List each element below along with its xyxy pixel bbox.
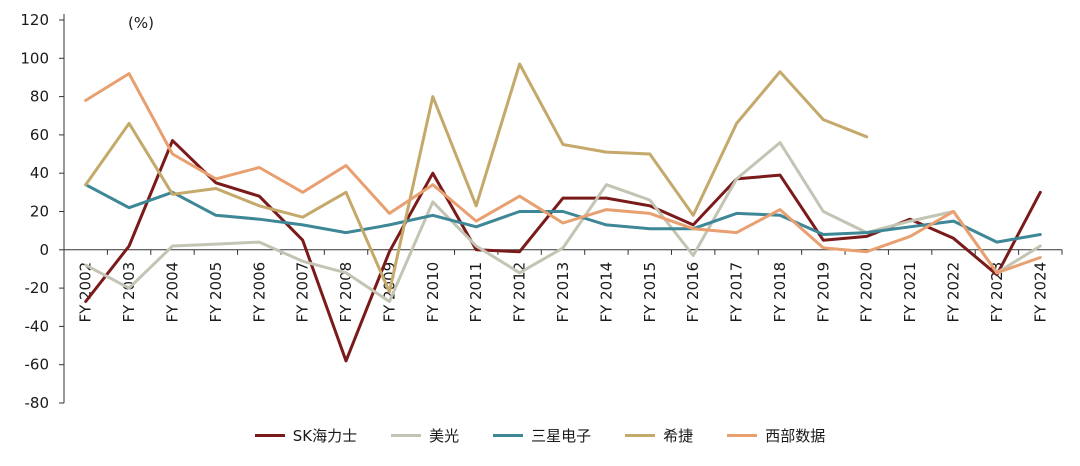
x-tick-label: FY 2003 (120, 262, 138, 323)
legend-label: 美光 (429, 427, 460, 445)
x-tick-label: FY 2022 (945, 262, 963, 323)
y-tick-label: 80 (30, 88, 49, 106)
legend-swatch (625, 434, 656, 437)
y-tick-label: 40 (30, 164, 49, 182)
series-line-2 (84, 183, 1042, 244)
legend-label: SK海力士 (292, 427, 358, 445)
x-tick-label: FY 2017 (728, 262, 746, 323)
x-tick-label: FY 2013 (554, 262, 572, 323)
x-tick-label: FY 2006 (250, 262, 268, 323)
x-tick-label: FY 2015 (641, 262, 659, 323)
legend-swatch (493, 434, 524, 437)
y-axis: -80 -60 -40 -20 0 20 40 60 80 100 120 (20, 11, 65, 412)
series-line-3 (84, 62, 869, 294)
series-line-1 (84, 141, 1042, 303)
y-tick-label: 100 (20, 49, 49, 67)
x-tick-label: FY 2002 (77, 262, 95, 323)
series-line-4 (84, 72, 1042, 275)
x-tick-label: FY 2014 (597, 262, 615, 323)
x-tick-label: FY 2019 (814, 262, 832, 323)
y-tick-label: -20 (25, 279, 50, 297)
legend-swatch (727, 434, 758, 437)
x-tick-label: FY 2007 (294, 262, 312, 323)
x-tick-label: FY 2018 (771, 262, 789, 323)
x-tick-label: FY 2023 (988, 262, 1006, 323)
x-axis: FY 2002 FY 2003 FY 2004 FY 2005 FY 2006 FY 20… (63, 249, 1063, 323)
legend-label: 西部数据 (765, 427, 826, 445)
y-tick-label: -60 (25, 356, 50, 374)
legend-item-1: 美光 (391, 425, 459, 446)
x-tick-label: FY 2004 (163, 262, 181, 323)
y-tick-label: -80 (25, 394, 50, 412)
unit-label: (%) (128, 14, 154, 32)
x-tick-label: FY 2011 (467, 262, 485, 323)
legend-item-3: 希捷 (625, 425, 693, 446)
legend-item-0: SK海力士 (254, 425, 358, 446)
y-tick-label: 120 (20, 11, 49, 29)
legend-item-4: 西部数据 (727, 425, 825, 446)
series-line-0 (84, 139, 1042, 363)
y-tick-label: 20 (30, 203, 49, 221)
y-tick-label: -40 (25, 317, 50, 335)
x-tick-label: FY 2005 (207, 262, 225, 323)
x-tick-label: FY 2021 (901, 262, 919, 323)
x-tick-label: FY 2012 (511, 262, 529, 323)
legend-label: 希捷 (663, 427, 694, 445)
legend-swatch (391, 434, 422, 437)
x-tick-label: FY 2024 (1031, 262, 1049, 323)
y-tick-label: 60 (30, 126, 49, 144)
x-tick-label: FY 2010 (424, 262, 442, 323)
legend-swatch (254, 434, 285, 437)
x-tick-label: FY 2016 (684, 262, 702, 323)
legend-item-2: 三星电子 (493, 425, 591, 446)
x-tick-label: FY 2020 (858, 262, 876, 323)
legend-label: 三星电子 (531, 427, 592, 445)
series-lines (84, 62, 1042, 363)
y-tick-label: 0 (39, 241, 49, 259)
legend: SK海力士 美光 三星电子 希捷 西部数据 (0, 425, 1080, 446)
